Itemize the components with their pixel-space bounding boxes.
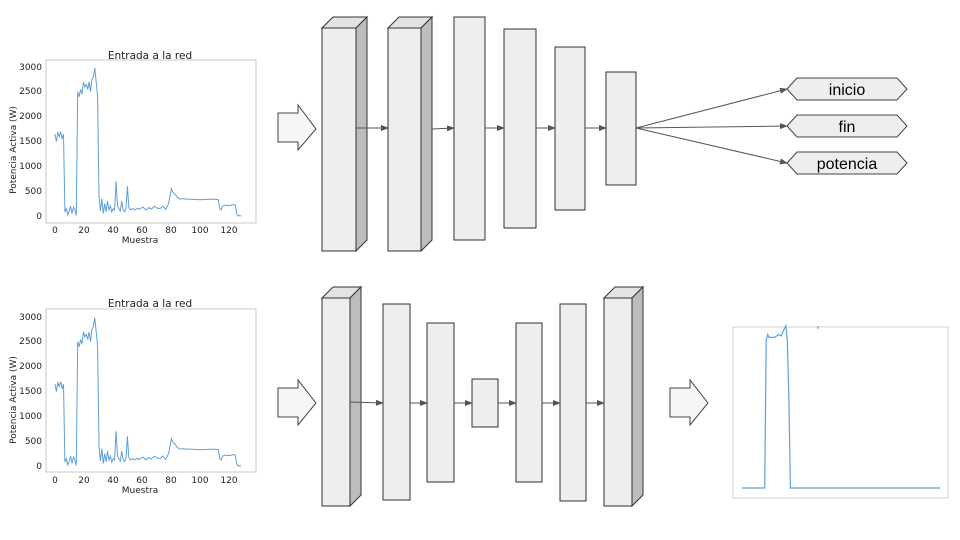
layer-front-face xyxy=(387,27,422,252)
output-label: fin xyxy=(839,119,856,136)
x-tick-label: 100 xyxy=(191,226,208,236)
y-tick-label: 3000 xyxy=(19,313,42,323)
layer-block xyxy=(386,15,434,253)
x-tick-label: 0 xyxy=(52,476,58,486)
bottom-network xyxy=(320,285,645,508)
x-tick-label: 0 xyxy=(52,226,58,236)
layer-side-face xyxy=(420,15,433,253)
hexagon-tag-icon xyxy=(786,114,908,138)
layer-side-face xyxy=(355,15,368,253)
layer-side-face xyxy=(349,285,362,508)
layer-block xyxy=(515,322,543,483)
x-tick-label: 100 xyxy=(191,476,208,486)
y-tick-label: 1000 xyxy=(19,162,42,172)
y-tick-label: 0 xyxy=(36,212,42,222)
flow-arrow-icon xyxy=(669,378,709,427)
y-tick-label: 1500 xyxy=(19,387,42,397)
layer-block xyxy=(471,378,499,428)
layer-block xyxy=(602,285,645,508)
y-axis-label: Potencia Activa (W) xyxy=(9,106,19,194)
y-tick-label: 2500 xyxy=(19,87,42,97)
input-chart-bottom: Entrada a la red 0 500 1000 1500 2000 25… xyxy=(9,298,257,496)
y-tick-labels: 0 500 1000 1500 2000 2500 3000 xyxy=(19,313,42,472)
y-tick-label: 500 xyxy=(25,437,42,447)
x-tick-label: 40 xyxy=(107,226,119,236)
y-tick-label: 1000 xyxy=(19,412,42,422)
layer-block xyxy=(605,71,637,186)
series-line xyxy=(54,67,242,217)
series-line xyxy=(54,317,242,467)
layer-block xyxy=(320,285,363,508)
chart-title: Entrada a la red xyxy=(108,298,192,310)
layer-block xyxy=(382,303,411,501)
plot-frame xyxy=(45,308,257,473)
y-tick-label: 1500 xyxy=(19,137,42,147)
x-tick-labels: 0 20 40 60 80 100 120 xyxy=(52,226,238,236)
x-tick-labels: 0 20 40 60 80 100 120 xyxy=(52,476,238,486)
layer-front-face xyxy=(321,297,351,507)
layer-block xyxy=(503,28,537,229)
top-network: inicio fin potencia xyxy=(320,15,908,253)
y-tick-label: 2000 xyxy=(19,112,42,122)
x-tick-label: 80 xyxy=(165,226,177,236)
output-tag-fin: fin xyxy=(786,114,908,138)
plot-frame xyxy=(732,326,949,499)
x-tick-label: 40 xyxy=(107,476,119,486)
y-tick-label: 3000 xyxy=(19,63,42,73)
output-chart-bottom xyxy=(732,323,949,499)
layer-block xyxy=(426,322,455,483)
x-tick-label: 60 xyxy=(136,226,148,236)
x-tick-label: 60 xyxy=(136,476,148,486)
output-tag-potencia: potencia xyxy=(786,151,908,175)
connection-arrows xyxy=(356,87,788,165)
output-label: potencia xyxy=(817,156,878,173)
input-chart-top: Entrada a la red 0 500 1000 1500 2000 25… xyxy=(9,50,257,246)
y-tick-label: 2000 xyxy=(19,362,42,372)
x-tick-label: 120 xyxy=(220,476,237,486)
flow-arrow-icon xyxy=(277,378,317,427)
layer-side-face xyxy=(631,285,644,508)
x-tick-label: 20 xyxy=(78,476,90,486)
connection-arrow xyxy=(635,87,788,129)
series-line xyxy=(742,323,940,489)
layer-block xyxy=(453,16,486,241)
output-tag-inicio: inicio xyxy=(786,77,908,101)
layer-front-face xyxy=(321,27,357,252)
y-axis-label: Potencia Activa (W) xyxy=(9,356,19,444)
flow-arrow-icon xyxy=(277,103,317,152)
connection-arrow xyxy=(431,125,455,132)
plot-frame xyxy=(45,59,257,224)
x-tick-label: 120 xyxy=(220,226,237,236)
layer-block xyxy=(320,15,369,253)
connection-arrow xyxy=(349,399,384,406)
x-tick-label: 80 xyxy=(165,476,177,486)
y-tick-label: 500 xyxy=(25,187,42,197)
hexagon-tag-icon xyxy=(786,77,908,101)
x-axis-label: Muestra xyxy=(122,486,158,496)
y-tick-label: 2500 xyxy=(19,337,42,347)
output-label: inicio xyxy=(829,82,866,99)
y-tick-label: 0 xyxy=(36,462,42,472)
connection-arrow xyxy=(635,123,788,130)
connection-arrow xyxy=(635,127,788,165)
y-tick-labels: 0 500 1000 1500 2000 2500 3000 xyxy=(19,63,42,222)
x-axis-label: Muestra xyxy=(122,236,158,246)
layer-block xyxy=(554,46,586,211)
hexagon-tag-icon xyxy=(786,151,908,175)
connection-arrows xyxy=(349,399,605,406)
chart-title: Entrada a la red xyxy=(108,50,192,62)
layer-front-face xyxy=(603,297,633,507)
layer-block xyxy=(559,303,587,502)
x-tick-label: 20 xyxy=(78,226,90,236)
